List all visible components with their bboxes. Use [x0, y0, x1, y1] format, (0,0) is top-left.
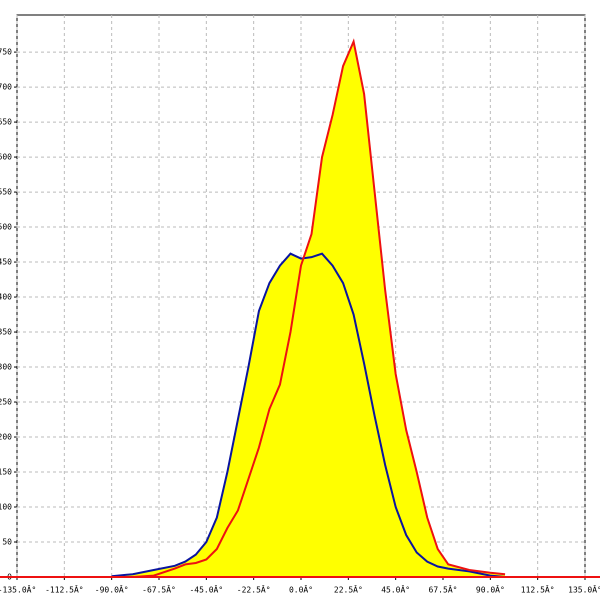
y-tick-label: 700: [0, 83, 12, 92]
y-tick-label: 300: [0, 363, 12, 372]
x-tick-label: 22.5Â°: [334, 584, 363, 595]
x-tick-label: -112.5Â°: [45, 584, 84, 595]
x-tick-label: -45.0Â°: [189, 584, 223, 595]
y-tick-label: 500: [0, 223, 12, 232]
x-tick-label: 112.5Â°: [521, 584, 555, 595]
y-tick-label: 200: [0, 433, 12, 442]
x-tick-label: 90.0Â°: [476, 584, 505, 595]
y-tick-label: 350: [0, 328, 12, 337]
area-line: [111, 252, 506, 578]
x-tick-label: 135.0Â°: [568, 584, 600, 595]
y-tick-label: 750: [0, 48, 12, 57]
y-tick-label: 50: [2, 538, 12, 547]
x-tick-label: -67.5Â°: [142, 584, 176, 595]
x-tick-label: 45.0Â°: [381, 584, 410, 595]
x-tick-label: -135.0Â°: [0, 584, 36, 595]
y-tick-label: 150: [0, 468, 12, 477]
x-tick-label: 0.0Â°: [289, 584, 313, 595]
x-tick-label: -90.0Â°: [95, 584, 129, 595]
y-tick-label: 100: [0, 503, 12, 512]
y-tick-label: 450: [0, 258, 12, 267]
y-tick-label: 650: [0, 118, 12, 127]
x-tick-label: 67.5Â°: [429, 584, 458, 595]
y-tick-label: 400: [0, 293, 12, 302]
y-tick-label: 250: [0, 398, 12, 407]
area-fill: [111, 41, 506, 577]
x-tick-label: -22.5Â°: [237, 584, 271, 595]
area-line: [111, 38, 506, 578]
y-tick-label: 550: [0, 188, 12, 197]
y-tick-label: 600: [0, 153, 12, 162]
